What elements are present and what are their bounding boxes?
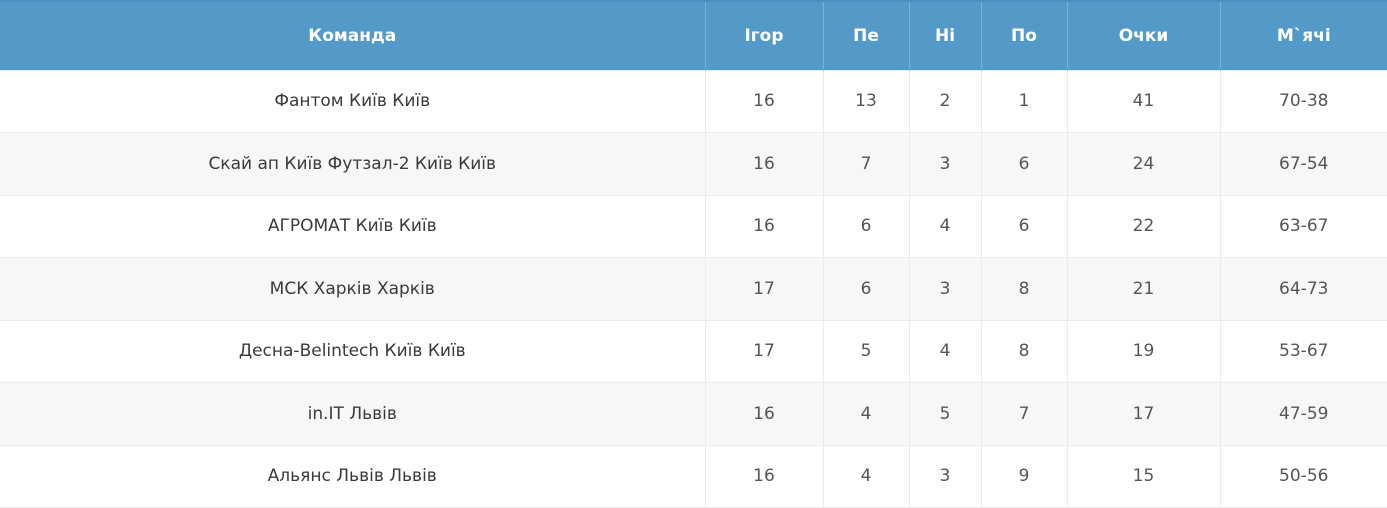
table-row: МСК Харків Харків 17 6 3 8 21 64-73 — [0, 257, 1387, 320]
cell-won: 4 — [822, 444, 909, 508]
cell-team: Десна-Belintech Київ Київ — [0, 319, 705, 383]
cell-lost: 9 — [980, 444, 1067, 508]
cell-points: 19 — [1066, 319, 1220, 383]
header-balls: М`ячі — [1219, 0, 1387, 70]
cell-points: 21 — [1066, 257, 1220, 320]
cell-points: 17 — [1066, 382, 1220, 445]
cell-games: 16 — [704, 69, 823, 133]
cell-draw: 4 — [908, 319, 981, 383]
cell-won: 13 — [822, 69, 909, 133]
cell-games: 16 — [704, 444, 823, 508]
cell-lost: 6 — [980, 132, 1067, 195]
cell-won: 4 — [822, 382, 909, 445]
cell-balls: 53-67 — [1219, 319, 1387, 383]
table-row: Альянс Львів Львів 16 4 3 9 15 50-56 — [0, 444, 1387, 508]
cell-draw: 2 — [908, 69, 981, 133]
header-games: Ігор — [704, 0, 823, 70]
cell-balls: 70-38 — [1219, 69, 1387, 133]
header-team: Команда — [0, 0, 705, 70]
cell-draw: 4 — [908, 194, 981, 258]
cell-won: 6 — [822, 257, 909, 320]
cell-lost: 6 — [980, 194, 1067, 258]
cell-lost: 7 — [980, 382, 1067, 445]
table-row: Десна-Belintech Київ Київ 17 5 4 8 19 53… — [0, 319, 1387, 383]
cell-team: Фантом Київ Київ — [0, 69, 705, 133]
cell-lost: 8 — [980, 257, 1067, 320]
cell-team: Альянс Львів Львів — [0, 444, 705, 508]
cell-team: Скай ап Київ Футзал-2 Київ Київ — [0, 132, 705, 195]
cell-games: 16 — [704, 132, 823, 195]
cell-balls: 50-56 — [1219, 444, 1387, 508]
cell-lost: 1 — [980, 69, 1067, 133]
header-row: Команда Ігор Пе Ні По Очки М`ячі — [0, 0, 1387, 70]
table-row: Скай ап Київ Футзал-2 Київ Київ 16 7 3 6… — [0, 132, 1387, 195]
table-row: in.IT Львів 16 4 5 7 17 47-59 — [0, 382, 1387, 445]
cell-games: 16 — [704, 194, 823, 258]
cell-draw: 3 — [908, 257, 981, 320]
cell-balls: 64-73 — [1219, 257, 1387, 320]
cell-games: 17 — [704, 319, 823, 383]
table-row: Фантом Київ Київ 16 13 2 1 41 70-38 — [0, 69, 1387, 133]
cell-games: 17 — [704, 257, 823, 320]
cell-won: 7 — [822, 132, 909, 195]
cell-balls: 47-59 — [1219, 382, 1387, 445]
cell-points: 15 — [1066, 444, 1220, 508]
cell-balls: 67-54 — [1219, 132, 1387, 195]
table-header: Команда Ігор Пе Ні По Очки М`ячі — [0, 0, 1387, 70]
cell-games: 16 — [704, 382, 823, 445]
header-draw: Ні — [908, 0, 981, 70]
cell-draw: 3 — [908, 132, 981, 195]
cell-draw: 3 — [908, 444, 981, 508]
header-won: Пе — [822, 0, 909, 70]
table-body: Фантом Київ Київ 16 13 2 1 41 70-38 Скай… — [0, 69, 1387, 508]
cell-draw: 5 — [908, 382, 981, 445]
cell-lost: 8 — [980, 319, 1067, 383]
cell-team: in.IT Львів — [0, 382, 705, 445]
header-lost: По — [980, 0, 1067, 70]
cell-points: 22 — [1066, 194, 1220, 258]
cell-team: МСК Харків Харків — [0, 257, 705, 320]
header-points: Очки — [1066, 0, 1220, 70]
cell-won: 5 — [822, 319, 909, 383]
cell-points: 41 — [1066, 69, 1220, 133]
table-row: АГРОМАТ Київ Київ 16 6 4 6 22 63-67 — [0, 194, 1387, 258]
cell-balls: 63-67 — [1219, 194, 1387, 258]
cell-won: 6 — [822, 194, 909, 258]
cell-points: 24 — [1066, 132, 1220, 195]
cell-team: АГРОМАТ Київ Київ — [0, 194, 705, 258]
